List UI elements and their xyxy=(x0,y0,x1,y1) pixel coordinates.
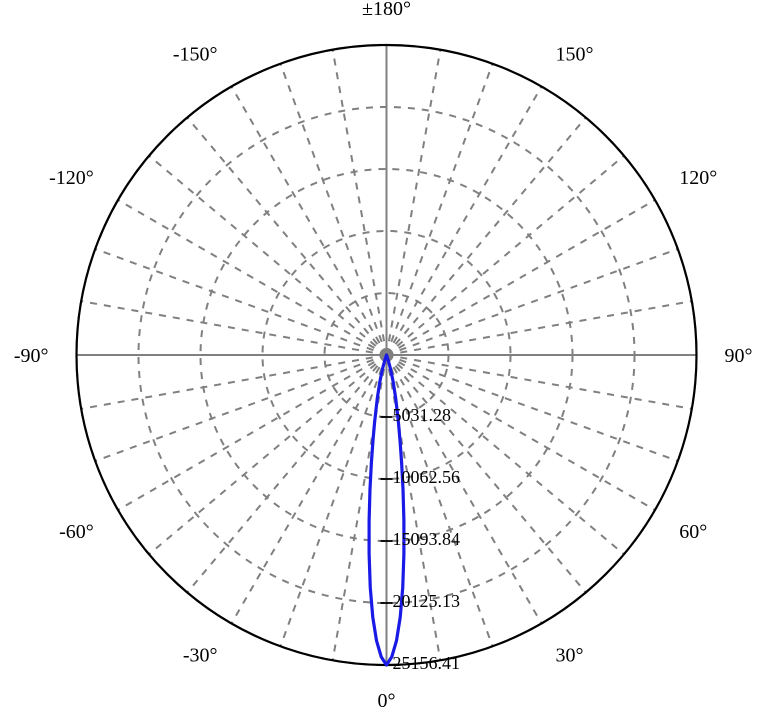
angle-tick-label: 120° xyxy=(679,167,717,189)
angle-tick-label: -120° xyxy=(49,167,94,189)
radial-tick-label: 20125.13 xyxy=(393,591,461,611)
angle-tick-label: 30° xyxy=(556,645,584,667)
angle-tick-label: 150° xyxy=(556,43,594,65)
angle-tick-label: -60° xyxy=(59,521,94,543)
radial-tick-label: 25156.41 xyxy=(393,653,461,673)
radial-tick-label: 15093.84 xyxy=(393,529,461,549)
radial-tick-label: 5031.28 xyxy=(393,405,452,425)
polar-chart: 0° 30° 60° 90° 120° 150° ±180° -150° -120° -90° -6… xyxy=(0,0,773,710)
angle-tick-label: 0° xyxy=(378,690,396,710)
radial-tick-label: 10062.56 xyxy=(393,467,461,487)
radial-labels: 5031.28 10062.56 15093.84 20125.13 25156.41 xyxy=(393,405,461,673)
angle-tick-label: ±180° xyxy=(362,0,411,20)
angle-tick-label: 90° xyxy=(725,345,753,367)
angle-tick-label: -30° xyxy=(183,645,218,667)
angle-tick-label: 60° xyxy=(679,521,707,543)
angle-tick-label: -90° xyxy=(14,345,49,367)
angle-tick-label: -150° xyxy=(173,43,218,65)
